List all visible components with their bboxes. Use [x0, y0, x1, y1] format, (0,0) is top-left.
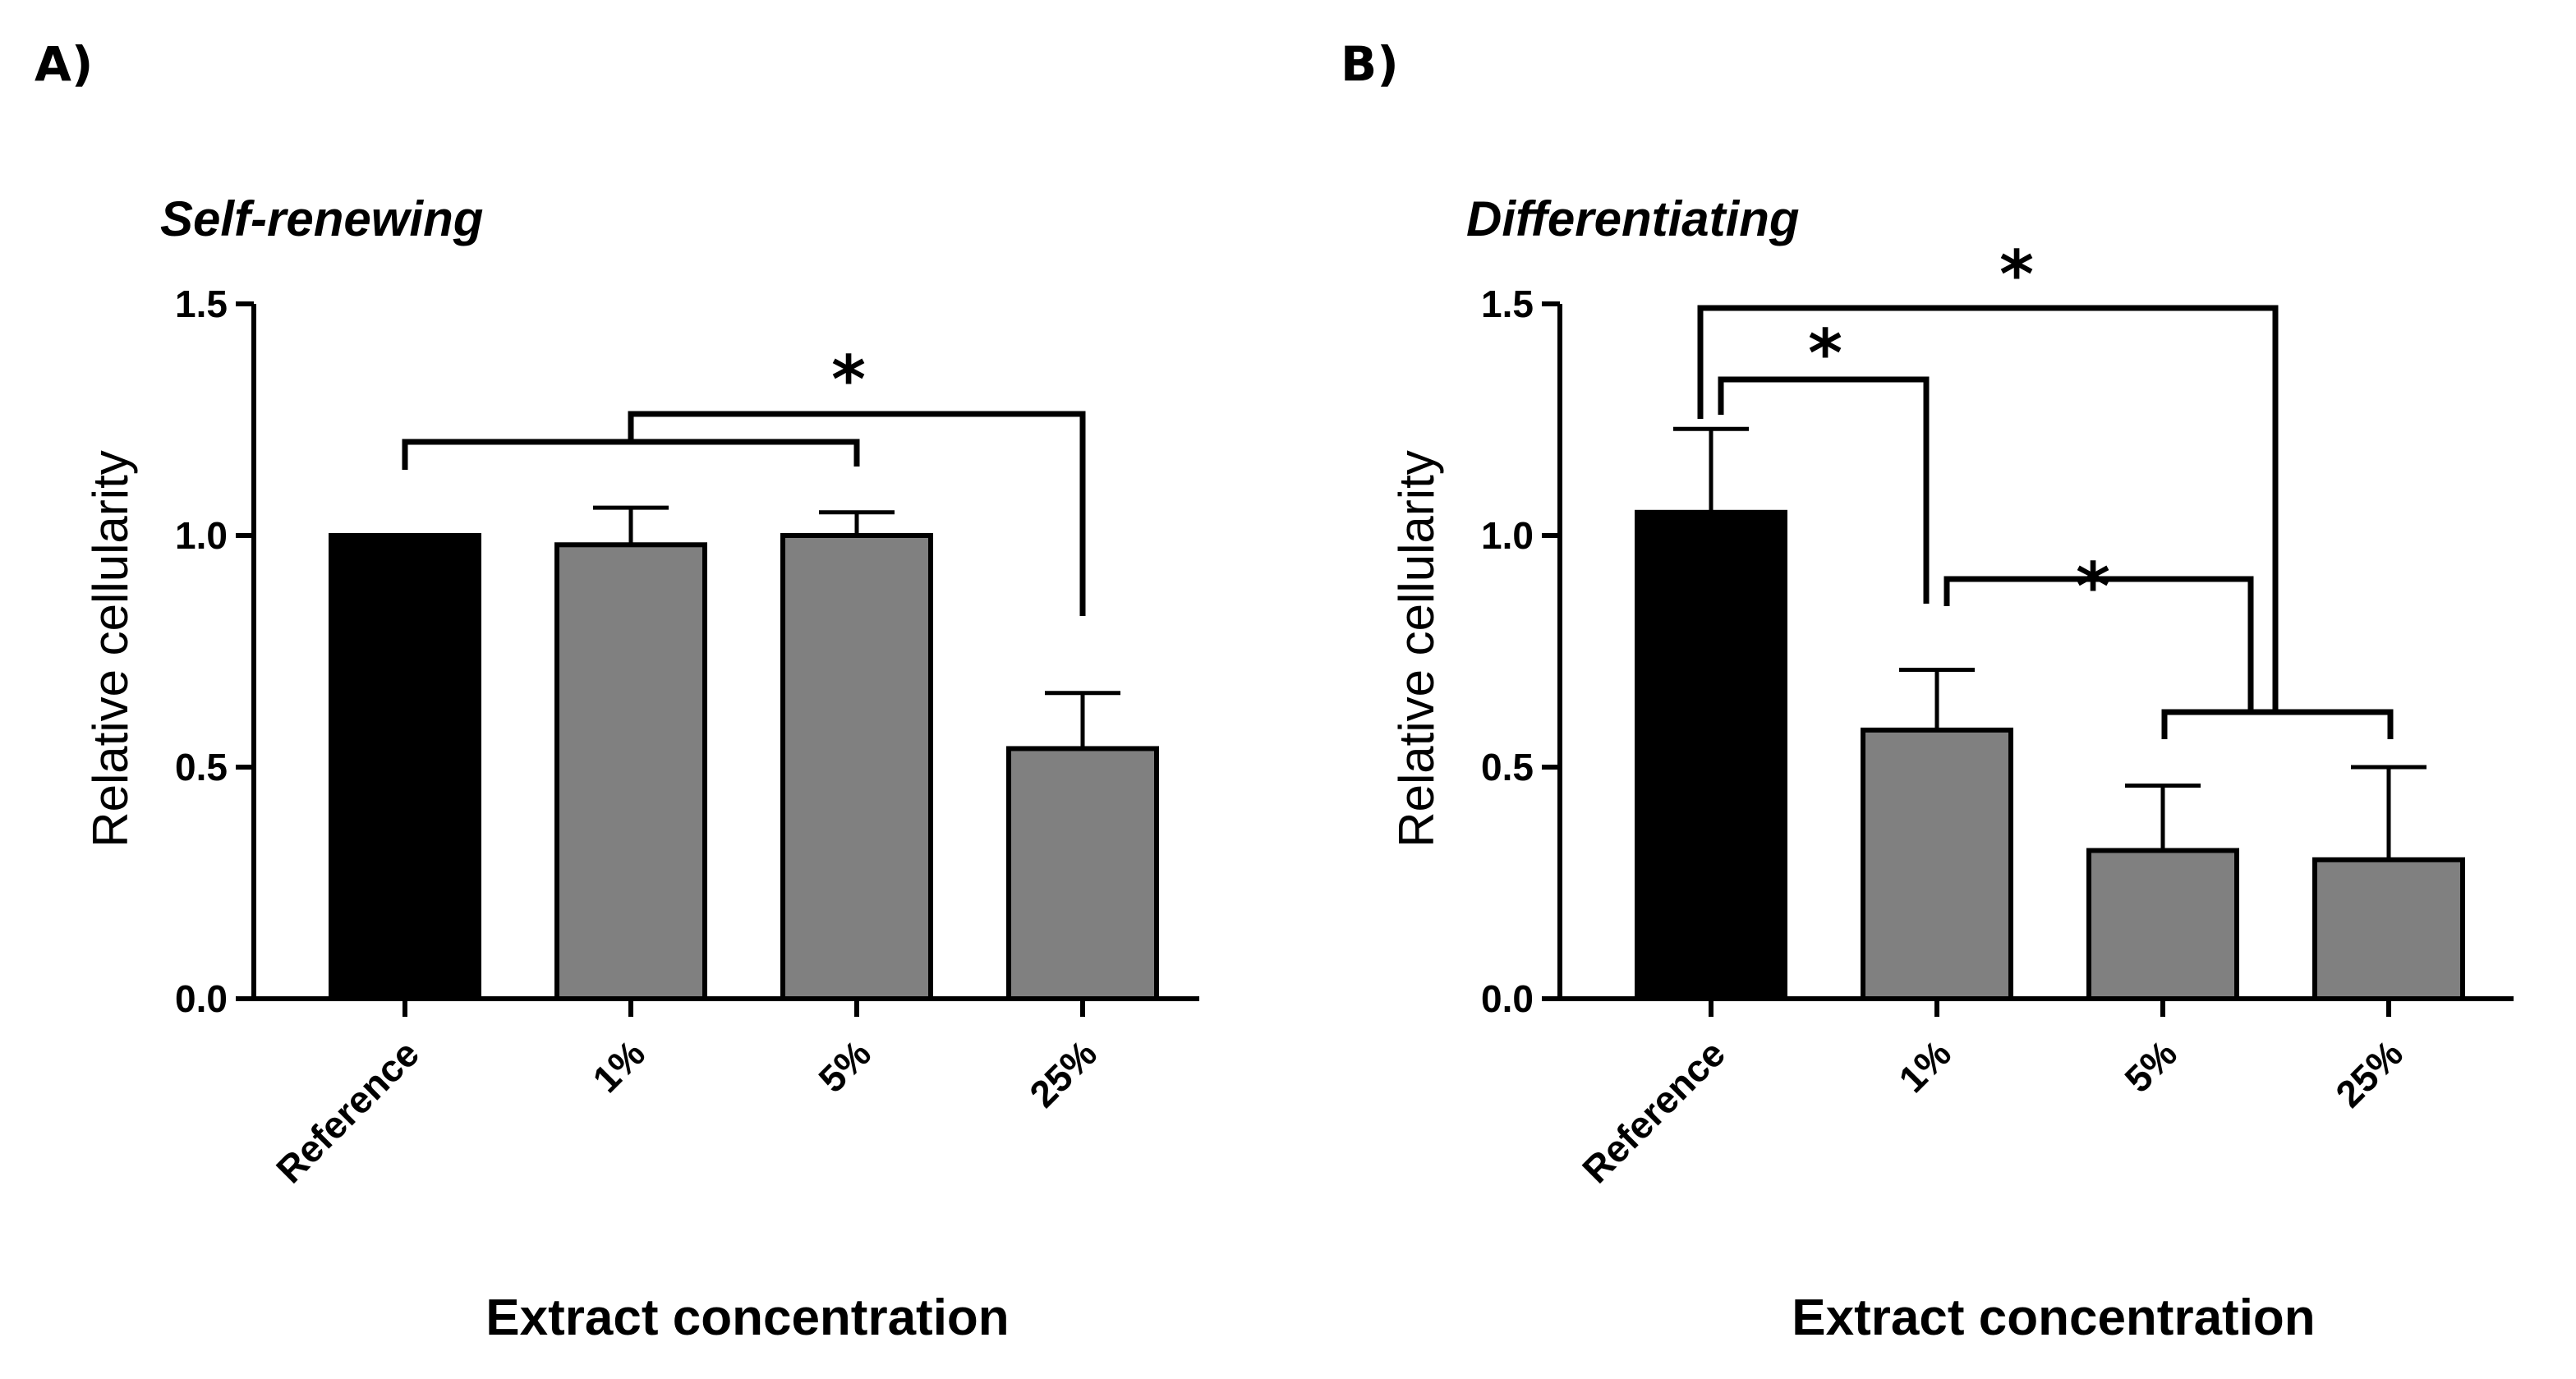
panel-b-x-ticks	[1709, 999, 2391, 1017]
panel-a-category-label: Reference	[268, 1032, 427, 1191]
panel-a-category-label: 5%	[810, 1032, 879, 1101]
panel-a-y-tick-label: 1.0	[175, 514, 228, 557]
panel-b-category-labels: Reference 1% 5% 25%	[1574, 1032, 2411, 1191]
panel-a-y-tick-label: 0.0	[175, 977, 228, 1020]
panel-a-x-axis-label: Extract concentration	[485, 1289, 1009, 1346]
panel-b-bar-2	[2086, 848, 2239, 1002]
panel-b-title: Differentiating	[1466, 191, 1800, 246]
panel-b-sig-star-1pct-group: *	[2076, 549, 2110, 625]
panel-a-y-tick-label: 1.5	[175, 283, 228, 325]
panel-b-category-label: 25%	[2327, 1032, 2411, 1115]
panel-a-sig-bracket-25	[628, 411, 1086, 616]
panel-a-y-ticks: 0.0 0.5 1.0 1.5	[175, 283, 254, 1020]
panel-a-error-bars	[593, 505, 1120, 749]
panel-a-bar-0	[329, 533, 481, 1001]
panel-b-sig-star-ref-group: *	[1999, 237, 2034, 313]
panel-a-label: A)	[34, 36, 93, 92]
panel-b: B) Differentiating Relative cellularity …	[1341, 36, 2514, 1346]
panel-a-bar-3	[1006, 746, 1159, 1001]
panel-b-y-tick-label: 0.0	[1481, 977, 1534, 1020]
panel-b-bar-0	[1635, 509, 1787, 1001]
panel-b-category-label: 1%	[1890, 1032, 1959, 1101]
panel-a-bar-2	[780, 533, 933, 1001]
panel-b-bars	[1635, 509, 2465, 1002]
panel-a-category-label: 25%	[1021, 1032, 1105, 1115]
panel-b-y-axis-label: Relative cellularity	[1389, 450, 1444, 848]
panel-b-bar-3	[2312, 857, 2465, 1002]
panel-a-bar-1	[554, 542, 707, 1001]
panel-b-y-tick-label: 1.0	[1481, 514, 1534, 557]
panel-b-sig-star-ref-1pct: *	[1808, 315, 1842, 392]
panel-a: A) Self-renewing Relative cellularity 0.…	[34, 36, 1199, 1346]
panel-b-category-label: Reference	[1574, 1032, 1733, 1191]
panel-b-x-axis-label: Extract concentration	[1792, 1289, 2315, 1346]
panel-b-sig-bracket-5-25	[2161, 709, 2394, 739]
panel-b-sig-bracket-ref-group	[1697, 305, 2279, 710]
panel-b-label: B)	[1341, 36, 1399, 92]
panel-a-category-labels: Reference 1% 5% 25%	[268, 1032, 1105, 1191]
panel-b-y-tick-label: 0.5	[1481, 746, 1534, 788]
panel-b-category-label: 5%	[2116, 1032, 2185, 1101]
panel-a-category-label: 1%	[584, 1032, 653, 1101]
panel-a-sig-bracket-group	[402, 439, 860, 470]
panel-b-sig-bracket-1pct-group	[1944, 576, 2254, 710]
panel-b-error-bars	[1673, 426, 2426, 860]
panel-b-y-ticks: 0.0 0.5 1.0 1.5	[1481, 283, 1560, 1020]
panel-a-bars	[329, 533, 1159, 1001]
panel-a-y-tick-label: 0.5	[175, 746, 228, 788]
panel-a-y-axis-label: Relative cellularity	[83, 450, 138, 848]
panel-a-x-ticks	[402, 999, 1085, 1017]
panel-b-bar-1	[1861, 727, 2013, 1001]
panel-b-sig-bracket-ref-1pct	[1718, 376, 1930, 604]
panel-b-y-tick-label: 1.5	[1481, 283, 1534, 325]
panel-a-sig-star: *	[831, 342, 866, 418]
panel-a-title: Self-renewing	[160, 191, 483, 246]
